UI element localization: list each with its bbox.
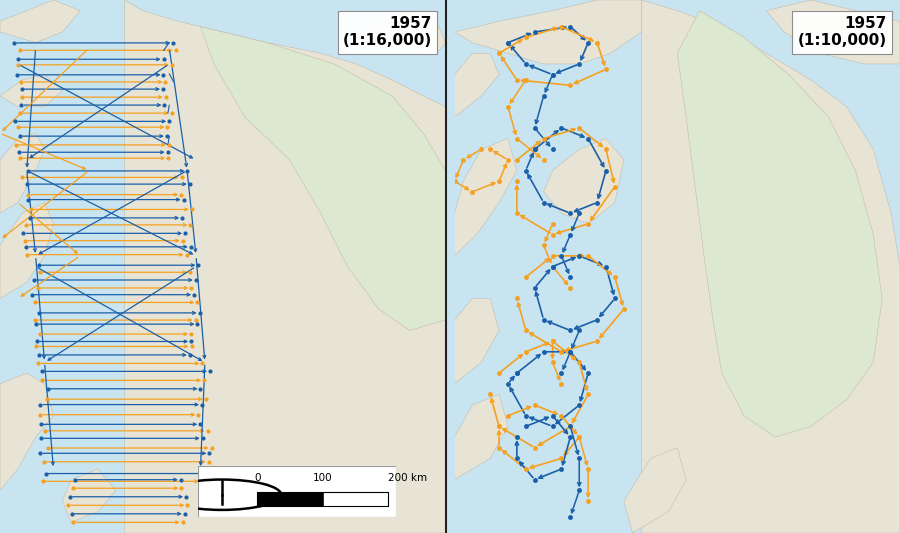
Polygon shape [544,139,624,224]
Text: 1957
(1:10,000): 1957 (1:10,000) [797,16,886,49]
Polygon shape [454,139,517,256]
Polygon shape [642,0,900,533]
Polygon shape [62,469,116,522]
Polygon shape [125,0,446,533]
Bar [323,491,388,506]
Polygon shape [379,11,446,53]
Polygon shape [0,75,62,107]
Polygon shape [677,11,882,437]
Text: 0: 0 [254,473,261,482]
Polygon shape [454,394,508,480]
Polygon shape [0,133,45,213]
Polygon shape [201,27,446,330]
Text: 100: 100 [313,473,333,482]
Text: 200 km: 200 km [388,473,427,482]
Text: 1957
(1:16,000): 1957 (1:16,000) [343,16,432,49]
Polygon shape [454,298,499,384]
Polygon shape [624,448,686,533]
Polygon shape [0,203,53,298]
Polygon shape [0,373,53,490]
Polygon shape [454,53,499,117]
FancyBboxPatch shape [198,466,396,517]
Polygon shape [454,0,642,64]
Polygon shape [766,0,900,64]
Polygon shape [0,0,80,43]
Bar [257,491,388,506]
Bar [257,491,323,506]
